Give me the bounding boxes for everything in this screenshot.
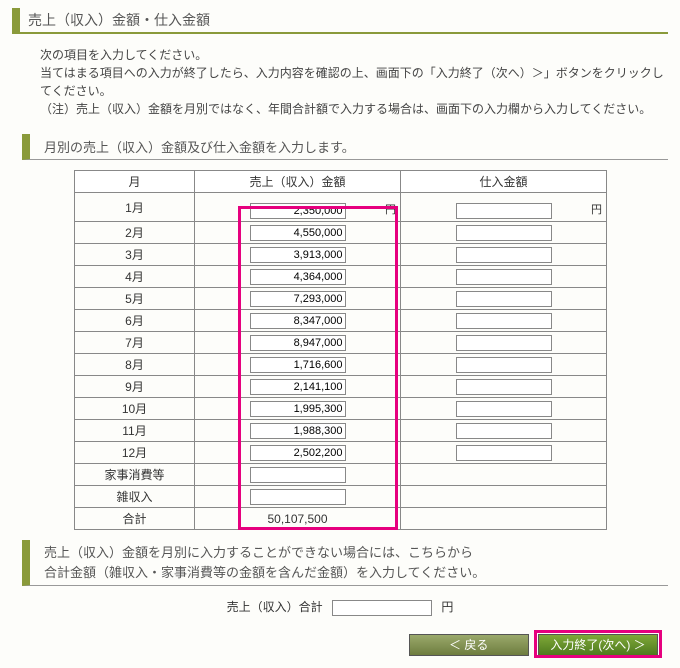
annual-total-row: 売上（収入）合計 円: [12, 598, 668, 616]
sales-input[interactable]: [250, 357, 346, 373]
purchase-cell: [401, 244, 607, 266]
sales-cell: [195, 398, 401, 420]
col-sales: 売上（収入）金額: [195, 171, 401, 193]
monthly-table: 月 売上（収入）金額 仕入金額 1月円円2月3月4月5月6月7月8月9月10月1…: [74, 170, 607, 530]
row-label: 雑収入: [75, 486, 195, 508]
row-label: 1月: [75, 193, 195, 222]
purchase-input[interactable]: [456, 423, 552, 439]
purchase-cell: [401, 376, 607, 398]
sales-input[interactable]: [250, 247, 346, 263]
sales-cell: [195, 354, 401, 376]
instruction-line: 当てはまる項目への入力が終了したら、入力内容を確認の上、画面下の「入力終了（次へ…: [40, 64, 668, 100]
purchase-cell: [401, 354, 607, 376]
sales-input[interactable]: [250, 203, 346, 219]
row-label: 9月: [75, 376, 195, 398]
purchase-cell: [401, 266, 607, 288]
row-label: 家事消費等: [75, 464, 195, 486]
purchase-cell: [401, 420, 607, 442]
row-label: 8月: [75, 354, 195, 376]
sales-cell: [195, 420, 401, 442]
back-button[interactable]: ＜ 戻る: [409, 634, 529, 656]
sales-cell: [195, 486, 401, 508]
yen-unit: 円: [385, 201, 396, 217]
row-label: 2月: [75, 222, 195, 244]
purchase-cell: [401, 222, 607, 244]
purchase-cell: [401, 486, 607, 508]
sales-cell: [195, 464, 401, 486]
section2-line2: 合計金額（雑収入・家事消費等の金額を含んだ金額）を入力してください。: [44, 565, 485, 580]
sales-cell: [195, 310, 401, 332]
row-label: 10月: [75, 398, 195, 420]
purchase-input[interactable]: [456, 203, 552, 219]
purchase-input[interactable]: [456, 445, 552, 461]
purchase-input[interactable]: [456, 401, 552, 417]
sales-input[interactable]: [250, 291, 346, 307]
sales-cell: [195, 266, 401, 288]
purchase-cell: [401, 332, 607, 354]
monthly-table-wrap: 月 売上（収入）金額 仕入金額 1月円円2月3月4月5月6月7月8月9月10月1…: [74, 170, 606, 530]
purchase-input[interactable]: [456, 379, 552, 395]
purchase-input[interactable]: [456, 357, 552, 373]
sales-input[interactable]: [250, 379, 346, 395]
section-header-monthly: 月別の売上（収入）金額及び仕入金額を入力します。: [22, 134, 668, 160]
sales-cell: 円: [195, 193, 401, 222]
purchase-input[interactable]: [456, 247, 552, 263]
sales-input[interactable]: [250, 313, 346, 329]
annual-total-input[interactable]: [332, 600, 432, 616]
purchase-cell: [401, 464, 607, 486]
annual-total-label: 売上（収入）合計: [227, 600, 323, 614]
yen-unit: 円: [591, 201, 602, 217]
sales-input[interactable]: [250, 423, 346, 439]
purchase-cell: [401, 398, 607, 420]
next-button[interactable]: 入力終了(次へ) ＞: [538, 634, 658, 656]
purchase-input[interactable]: [456, 269, 552, 285]
sales-cell: [195, 442, 401, 464]
row-label: 5月: [75, 288, 195, 310]
col-month: 月: [75, 171, 195, 193]
purchase-input[interactable]: [456, 335, 552, 351]
purchase-input[interactable]: [456, 313, 552, 329]
row-label: 11月: [75, 420, 195, 442]
row-label: 12月: [75, 442, 195, 464]
sales-input[interactable]: [250, 269, 346, 285]
section2-line1: 売上（収入）金額を月別に入力することができない場合には、こちらから: [44, 545, 473, 560]
purchase-cell: [401, 508, 607, 530]
sales-cell: [195, 332, 401, 354]
button-row: ＜ 戻る 入力終了(次へ) ＞: [12, 634, 668, 656]
col-purchase: 仕入金額: [401, 171, 607, 193]
page-title: 売上（収入）金額・仕入金額: [12, 8, 668, 34]
row-label: 6月: [75, 310, 195, 332]
purchase-input[interactable]: [456, 291, 552, 307]
purchase-cell: [401, 442, 607, 464]
sales-cell: [195, 222, 401, 244]
purchase-cell: 円: [401, 193, 607, 222]
row-label: 合計: [75, 508, 195, 530]
sales-input[interactable]: [250, 225, 346, 241]
row-label: 3月: [75, 244, 195, 266]
purchase-cell: [401, 288, 607, 310]
sales-cell: [195, 376, 401, 398]
sales-cell: [195, 244, 401, 266]
sales-input[interactable]: [250, 401, 346, 417]
purchase-cell: [401, 310, 607, 332]
sales-input[interactable]: [250, 489, 346, 505]
instruction-line: 次の項目を入力してください。: [40, 46, 668, 64]
row-label: 7月: [75, 332, 195, 354]
instruction-line: （注）売上（収入）金額を月別ではなく、年間合計額で入力する場合は、画面下の入力欄…: [40, 100, 668, 118]
sales-input[interactable]: [250, 467, 346, 483]
sales-cell: [195, 288, 401, 310]
sales-cell: 50,107,500: [195, 508, 401, 530]
instructions: 次の項目を入力してください。 当てはまる項目への入力が終了したら、入力内容を確認…: [12, 42, 668, 128]
purchase-input[interactable]: [456, 225, 552, 241]
sales-input[interactable]: [250, 335, 346, 351]
annual-total-unit: 円: [441, 600, 453, 614]
sales-input[interactable]: [250, 445, 346, 461]
section-header-total: 売上（収入）金額を月別に入力することができない場合には、こちらから 合計金額（雑…: [22, 540, 668, 586]
row-label: 4月: [75, 266, 195, 288]
